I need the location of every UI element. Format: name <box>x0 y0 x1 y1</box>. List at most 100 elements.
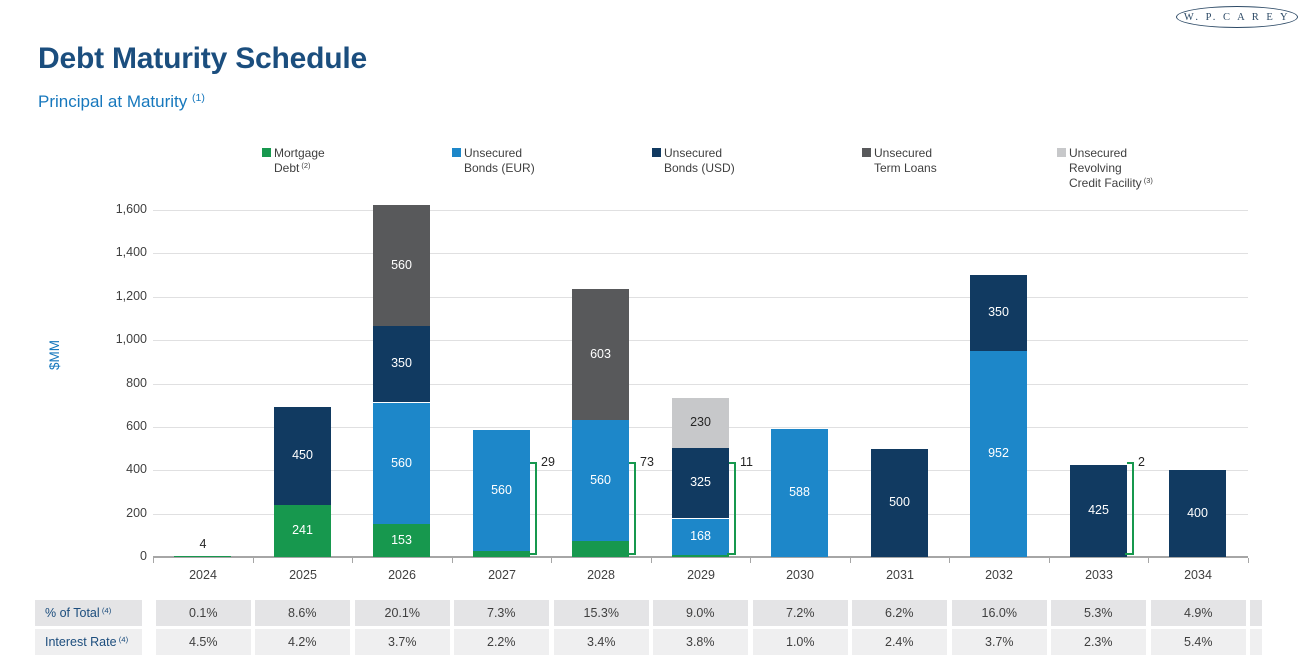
x-axis-tick <box>651 558 652 563</box>
y-tick-label: 0 <box>140 549 147 563</box>
bar-value-label-2028-unsecured-term-loans: 603 <box>590 347 611 361</box>
x-tick-label: 2026 <box>388 568 416 582</box>
table-cell-2032-row0: 16.0% <box>952 600 1047 626</box>
bar-value-label-2030-unsecured-bonds-eur: 588 <box>789 485 810 499</box>
bar-value-label-2026-mortgage-debt: 153 <box>391 533 412 547</box>
x-tick-label: 2024 <box>189 568 217 582</box>
annotation-bracket-bottom-tick-2029 <box>727 553 734 555</box>
annotation-bracket-line-2033 <box>1132 462 1134 555</box>
bar-value-label-2026-unsecured-bonds-usd: 350 <box>391 356 412 370</box>
table-cell-trailing-row0 <box>1250 600 1262 626</box>
annotation-label-2027: 29 <box>541 455 555 469</box>
bar-segment-2029-unsecured-bonds-usd <box>672 448 729 518</box>
y-tick-label: 1,000 <box>115 332 147 346</box>
x-axis-tick <box>1248 558 1249 563</box>
x-axis-tick <box>551 558 552 563</box>
bar-segment-2034-unsecured-bonds-usd <box>1169 470 1226 557</box>
bar-segment-2030-unsecured-bonds-eur <box>771 429 828 557</box>
table-cell-2029-row1: 3.8% <box>653 629 748 655</box>
table-cell-2027-row0: 7.3% <box>454 600 549 626</box>
table-cell-2024-row0: 0.1% <box>156 600 251 626</box>
annotation-bracket-bottom-tick-2028 <box>627 553 634 555</box>
x-tick-label: 2025 <box>289 568 317 582</box>
legend-label-line: Bonds (EUR) <box>464 161 535 175</box>
x-axis-tick <box>352 558 353 563</box>
table-cell-2034-row0: 4.9% <box>1151 600 1246 626</box>
wpcarey-logo: W. P. C A R E Y <box>1176 6 1298 28</box>
legend-label-line: Credit Facility (3) <box>1069 175 1153 190</box>
annotation-bracket-bottom-tick-2027 <box>528 553 535 555</box>
table-row-label-footnote: (4) <box>116 634 129 644</box>
table-cell-2033-row0: 5.3% <box>1051 600 1146 626</box>
legend-label-line: Bonds (USD) <box>664 161 735 175</box>
legend-label-line: Unsecured <box>664 146 723 160</box>
page-subtitle-text: Principal at Maturity <box>38 92 188 111</box>
wpcarey-logo-text: W. P. C A R E Y <box>1183 11 1291 23</box>
annotation-label-2033: 2 <box>1138 455 1145 469</box>
gridline <box>153 210 1248 211</box>
bar-segment-2029-unsecured-revolving-credit-facility <box>672 398 729 448</box>
table-cell-2026-row0: 20.1% <box>355 600 450 626</box>
table-row-label-interest-rate: Interest Rate (4) <box>35 629 142 655</box>
page-subtitle: Principal at Maturity (1) <box>38 92 205 112</box>
bar-segment-2026-unsecured-bonds-usd <box>373 326 430 402</box>
bar-segment-2025-mortgage-debt <box>274 505 331 557</box>
legend-swatch-mortgage-debt <box>262 148 271 157</box>
annotation-label-2029: 11 <box>740 455 753 469</box>
y-tick-label: 200 <box>126 506 147 520</box>
x-tick-label: 2027 <box>488 568 516 582</box>
table-row-label-text: Interest Rate <box>45 635 117 649</box>
page-title: Debt Maturity Schedule <box>38 42 367 75</box>
annotation-bracket-line-2028 <box>634 462 636 555</box>
legend-swatch-unsecured-bonds-usd <box>652 148 661 157</box>
legend-label-unsecured-bonds-usd: Unsecured Bonds (USD) <box>664 146 794 176</box>
table-cell-2032-row1: 3.7% <box>952 629 1047 655</box>
x-axis-tick <box>1148 558 1149 563</box>
x-axis-tick <box>750 558 751 563</box>
legend-label-line: Revolving <box>1069 161 1122 175</box>
legend-label-unsecured-revolving-credit-facility: Unsecured Revolving Credit Facility (3) <box>1069 146 1199 192</box>
bar-value-label-2028-unsecured-bonds-eur: 560 <box>590 473 611 487</box>
gridline <box>153 297 1248 298</box>
gridline <box>153 384 1248 385</box>
bar-segment-2028-mortgage-debt <box>572 541 629 557</box>
legend-swatch-unsecured-term-loans <box>862 148 871 157</box>
bar-segment-2032-unsecured-bonds-usd <box>970 275 1027 351</box>
x-tick-label: 2032 <box>985 568 1013 582</box>
table-cell-2034-row1: 5.4% <box>1151 629 1246 655</box>
bar-segment-2031-unsecured-bonds-usd <box>871 449 928 557</box>
annotation-bracket-line-2029 <box>734 462 736 555</box>
table-cell-2024-row1: 4.5% <box>156 629 251 655</box>
legend-footnote: (2) <box>299 160 311 170</box>
bar-segment-2029-unsecured-bonds-eur <box>672 519 729 555</box>
bar-segment-2024-mortgage-debt <box>174 556 231 557</box>
legend-label-line: Unsecured <box>464 146 523 160</box>
x-axis-tick <box>850 558 851 563</box>
bar-value-label-2033-unsecured-bonds-usd: 425 <box>1088 503 1109 517</box>
gridline <box>153 253 1248 254</box>
table-cell-2028-row0: 15.3% <box>554 600 649 626</box>
table-cell-2025-row0: 8.6% <box>255 600 350 626</box>
bar-value-label-2025-mortgage-debt: 241 <box>292 523 313 537</box>
bar-value-label-2029-unsecured-bonds-eur: 168 <box>690 529 711 543</box>
annotation-bracket-top-tick-2028 <box>629 462 634 464</box>
x-tick-label: 2030 <box>786 568 814 582</box>
legend-footnote: (3) <box>1141 175 1153 185</box>
legend-label-line: Unsecured <box>1069 146 1128 160</box>
x-axis-tick <box>153 558 154 563</box>
table-cell-2028-row1: 3.4% <box>554 629 649 655</box>
bar-segment-2028-unsecured-term-loans <box>572 289 629 420</box>
table-cell-2026-row1: 3.7% <box>355 629 450 655</box>
table-row-label-footnote: (4) <box>99 605 112 615</box>
x-axis-line <box>153 556 1248 558</box>
bar-value-label-2031-unsecured-bonds-usd: 500 <box>889 495 910 509</box>
legend-label-unsecured-bonds-eur: Unsecured Bonds (EUR) <box>464 146 594 176</box>
annotation-bracket-top-tick-2033 <box>1127 462 1132 464</box>
table-cell-2030-row0: 7.2% <box>753 600 848 626</box>
bar-value-label-2029-unsecured-bonds-usd: 325 <box>690 475 711 489</box>
table-cell-trailing-row1 <box>1250 629 1262 655</box>
x-tick-label: 2028 <box>587 568 615 582</box>
legend-label-line: Debt (2) <box>274 160 311 175</box>
legend-label-mortgage-debt: Mortgage Debt (2) <box>274 146 404 177</box>
